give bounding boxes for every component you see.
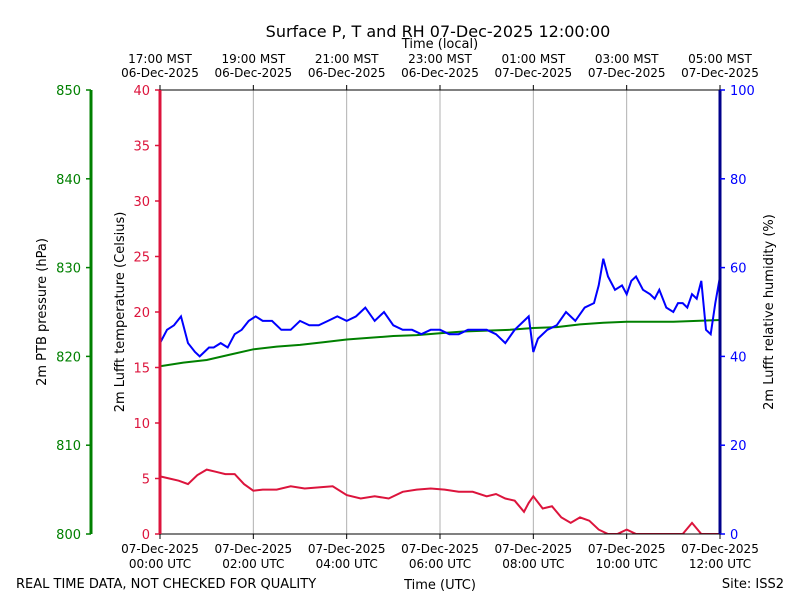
local-date-label: 07-Dec-2025 [681,66,759,80]
utc-time-label: 04:00 UTC [316,557,378,571]
quality-note: REAL TIME DATA, NOT CHECKED FOR QUALITY [16,577,316,592]
temperature-axis-label: 2m Lufft temperature (Celsius) [113,212,128,413]
pressure-tick-label: 830 [56,262,81,277]
pressure-series-line [160,319,720,368]
local-date-label: 06-Dec-2025 [401,66,479,80]
humidity-tick-label: 80 [730,173,747,188]
pressure-axis-label: 2m PTB pressure (hPa) [35,238,50,386]
humidity-series-line [160,258,720,358]
utc-time-label: 10:00 UTC [596,557,658,571]
utc-date-label: 07-Dec-2025 [214,542,292,556]
local-time-label: 23:00 MST [408,52,472,66]
humidity-tick-label: 20 [730,439,747,454]
local-time-label: 17:00 MST [128,52,192,66]
temperature-tick-label: 25 [133,251,150,266]
temperature-tick-label: 0 [142,528,150,543]
pressure-tick-label: 840 [56,173,81,188]
temperature-tick-label: 10 [133,417,150,432]
tick-labels: 800 810 820 830 840 850 0 5 10 15 20 25 30 35 40 0 20 40 6… [56,52,759,571]
humidity-tick-label: 100 [730,84,755,99]
grid-lines [252,90,628,534]
utc-time-label: 12:00 UTC [689,557,751,571]
utc-date-label: 07-Dec-2025 [401,542,479,556]
utc-date-label: 07-Dec-2025 [681,542,759,556]
utc-date-label: 07-Dec-2025 [588,542,666,556]
humidity-tick-label: 40 [730,350,747,365]
site-label: Site: ISS2 [722,577,784,592]
utc-time-label: 06:00 UTC [409,557,471,571]
humidity-tick-label: 60 [730,262,747,277]
utc-date-label: 07-Dec-2025 [308,542,386,556]
pressure-tick-label: 820 [56,350,81,365]
local-date-label: 07-Dec-2025 [588,66,666,80]
local-time-label: 03:00 MST [595,52,659,66]
utc-date-label: 07-Dec-2025 [494,542,572,556]
temperature-series-line [160,468,720,534]
chart-title: Surface P, T and RH 07-Dec-2025 12:00:00 [266,22,611,41]
utc-time-label: 08:00 UTC [502,557,564,571]
local-time-label: 05:00 MST [688,52,752,66]
humidity-tick-label: 0 [730,528,738,543]
x-axis-label: Time (UTC) [403,578,476,593]
local-time-label: 21:00 MST [315,52,379,66]
temperature-tick-label: 30 [133,195,150,210]
local-date-label: 06-Dec-2025 [308,66,386,80]
temperature-tick-label: 40 [133,84,150,99]
humidity-axis-label: 2m Lufft relative humidity (%) [762,214,777,410]
top-x-axis-label: Time (local) [401,37,478,52]
utc-date-label: 07-Dec-2025 [121,542,199,556]
series-lines [160,258,720,534]
utc-time-label: 02:00 UTC [222,557,284,571]
axes [89,89,722,535]
local-date-label: 07-Dec-2025 [494,66,572,80]
temperature-tick-label: 20 [133,306,150,321]
local-date-label: 06-Dec-2025 [214,66,292,80]
pressure-tick-label: 850 [56,84,81,99]
local-date-label: 06-Dec-2025 [121,66,199,80]
utc-time-label: 00:00 UTC [129,557,191,571]
temperature-tick-label: 5 [142,473,150,488]
pressure-tick-label: 800 [56,528,81,543]
local-time-label: 01:00 MST [501,52,565,66]
local-time-label: 19:00 MST [221,52,285,66]
temperature-tick-label: 15 [133,362,150,377]
temperature-tick-label: 35 [133,140,150,155]
pressure-tick-label: 810 [56,439,81,454]
